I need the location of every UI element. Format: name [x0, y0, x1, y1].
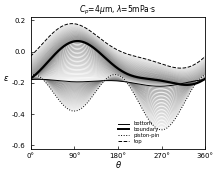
- Y-axis label: ε: ε: [4, 74, 9, 83]
- Title: $C_p$=4$\mu$m, $\lambda$=5mPa·s: $C_p$=4$\mu$m, $\lambda$=5mPa·s: [79, 4, 157, 17]
- Legend: bottom, boundary, piston-pin, top: bottom, boundary, piston-pin, top: [116, 119, 162, 146]
- X-axis label: θ: θ: [115, 161, 121, 170]
